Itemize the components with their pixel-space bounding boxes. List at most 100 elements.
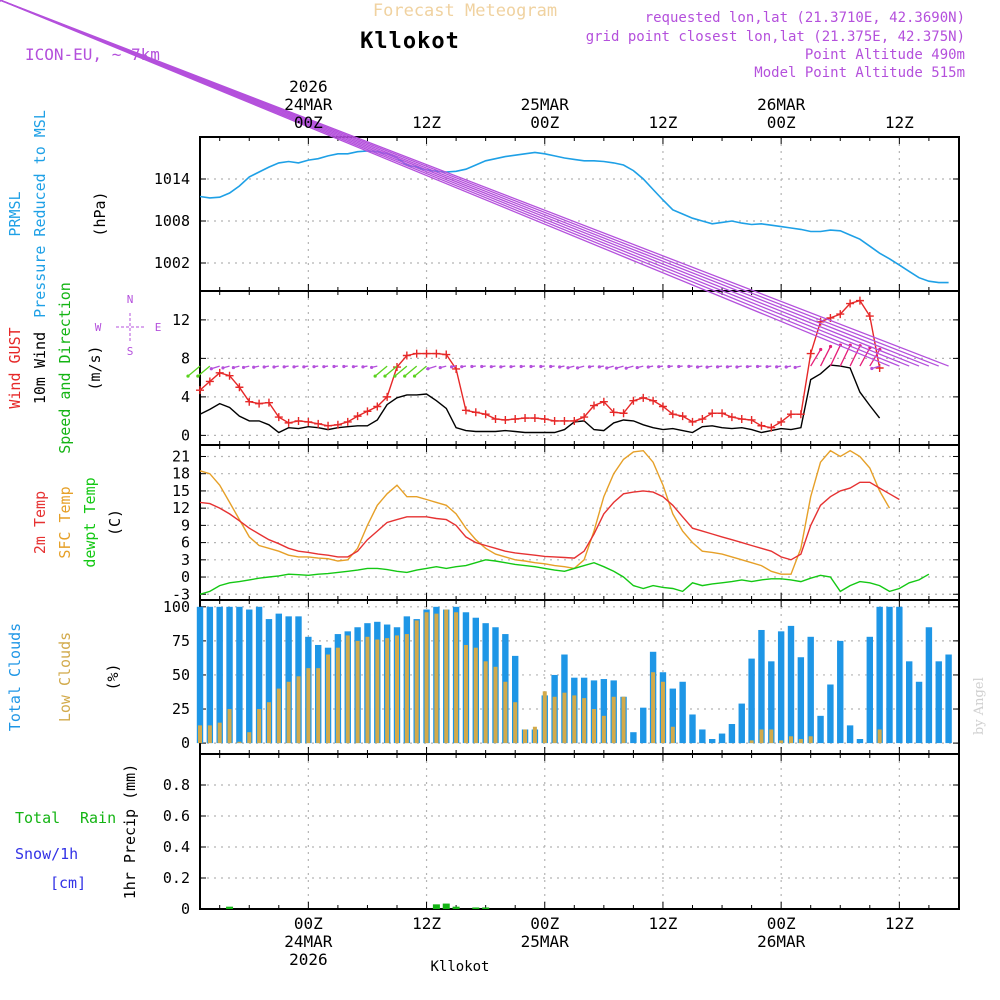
y-tick-label: 9: [181, 516, 190, 534]
y-tick-label: 21: [172, 447, 190, 465]
total-cloud-bar: [246, 609, 253, 744]
wind-arrow-head: [705, 365, 709, 369]
panel-precip: [199, 753, 960, 910]
total-cloud-bar: [709, 739, 716, 744]
low-cloud-bar: [227, 709, 232, 744]
gust-marker: [727, 413, 736, 422]
gust-marker: [343, 417, 352, 426]
wind-arrow-head: [597, 365, 601, 369]
point-altitude: Point Altitude 490m: [805, 47, 965, 63]
time-label-top: 00Z: [530, 113, 559, 132]
gust-marker: [668, 410, 677, 419]
total-cloud-bar: [738, 703, 745, 744]
wind-arrow: [829, 344, 841, 367]
wind-arrow: [197, 365, 211, 377]
total-cloud-bar: [817, 715, 824, 744]
low-cloud-bar: [660, 681, 665, 744]
compass-east-label: E: [155, 321, 162, 334]
y-tick-label: 0: [181, 568, 190, 586]
low-cloud-bar: [562, 692, 567, 744]
time-label-bottom: 24MAR: [284, 932, 333, 951]
y-tick-label: 25: [172, 700, 190, 718]
sfc-temp-line: [199, 449, 891, 575]
time-label-bottom: 00Z: [767, 914, 796, 933]
total-cloud-bar: [787, 625, 795, 744]
gust-marker: [255, 399, 264, 408]
wind-arrow-head: [252, 365, 256, 369]
total-cloud-bar: [866, 636, 873, 744]
low-cloud-bar: [798, 739, 803, 744]
total-cloud-bar: [600, 679, 608, 744]
gust-marker: [599, 397, 608, 406]
unit-label: (C): [106, 509, 124, 536]
y-tick-label: 1008: [154, 212, 190, 230]
low-cloud-bar: [513, 702, 518, 744]
low-cloud-bar: [434, 613, 439, 744]
wind-arrow-head: [351, 365, 355, 369]
total-cloud-bar: [797, 657, 805, 744]
gust-marker: [550, 416, 559, 425]
compass-north-label: N: [127, 293, 134, 306]
wind-arrow: [869, 349, 881, 367]
panel-frame: [199, 753, 960, 910]
low-cloud-bar: [463, 644, 468, 744]
total-cloud-bar: [236, 606, 243, 744]
low-cloud-bar: [769, 729, 774, 744]
wind-arrow: [374, 365, 388, 377]
gust-marker: [806, 349, 815, 358]
y-tick-label: 100: [163, 598, 190, 616]
wind-arrow-head: [393, 374, 397, 378]
wind-arrow-head: [745, 365, 750, 369]
time-label-bottom: 26MAR: [757, 932, 806, 951]
wind-arrow-head: [322, 365, 326, 369]
gust-marker: [718, 409, 727, 418]
total-cloud-bar: [846, 725, 854, 744]
wind-arrow-head: [361, 365, 365, 369]
low-cloud-bar: [552, 696, 557, 744]
low-cloud-bar: [404, 634, 409, 744]
total-cloud-bar: [216, 606, 223, 744]
wind-arrow: [414, 365, 427, 377]
y-tick-label: 4: [181, 388, 190, 406]
gust-marker: [708, 409, 717, 418]
watermark: by Angel: [972, 677, 987, 735]
total-cloud-bar: [226, 606, 233, 744]
time-label-top: 24MAR: [284, 95, 333, 114]
gust-marker: [442, 350, 451, 359]
wind-arrow-head: [499, 365, 503, 369]
gust-marker: [875, 364, 884, 372]
gust-marker: [540, 415, 549, 424]
y-axis-label: 1hr Precip (mm): [121, 764, 139, 899]
time-label-bottom: 00Z: [530, 914, 559, 933]
y-tick-label: 12: [172, 311, 190, 329]
wind-arrow-head: [558, 365, 562, 369]
wind-arrow-head: [725, 365, 730, 369]
rain-bar: [452, 906, 460, 909]
gust-marker: [393, 363, 401, 372]
total-cloud-bar: [679, 681, 686, 744]
y-tick-label: 0.8: [163, 776, 190, 794]
gust-marker: [609, 408, 618, 417]
gust-marker: [402, 351, 411, 360]
wind-arrow-head: [262, 365, 266, 369]
y-tick-label: 75: [172, 632, 190, 650]
gust-marker: [264, 398, 273, 407]
low-cloud-bar: [523, 729, 528, 744]
total-cloud-bar: [285, 616, 292, 744]
gust-marker: [363, 407, 372, 416]
grid-point-coords: grid point closest lon,lat (21.375E, 42.…: [586, 29, 965, 45]
y-tick-label: 0.4: [163, 838, 190, 856]
total-cloud-bar: [196, 606, 204, 744]
y-tick-label: 6: [181, 534, 190, 552]
total-cloud-bar: [255, 606, 263, 744]
gust-marker: [235, 383, 244, 392]
legend-snow: Snow/1h: [15, 845, 78, 863]
wind-arrow-head: [282, 365, 286, 369]
wind-arrow: [810, 349, 822, 367]
total-cloud-bar: [906, 661, 913, 744]
total-cloud-bar: [275, 613, 282, 744]
panel-pressure: [199, 136, 960, 292]
total-cloud-bar: [640, 707, 647, 744]
y-tick-label: 50: [172, 666, 190, 684]
